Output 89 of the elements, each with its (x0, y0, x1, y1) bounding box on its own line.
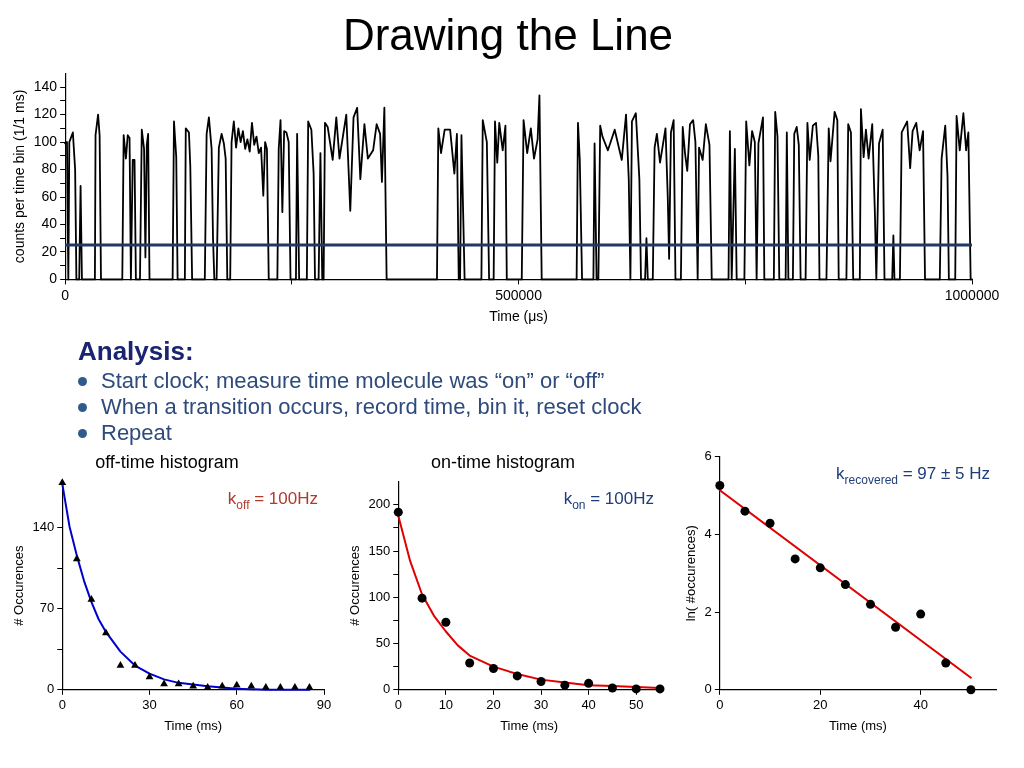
point (291, 682, 299, 690)
y-tick-label: 140 (33, 77, 58, 94)
x-tick-label: 90 (316, 697, 332, 713)
y-tick-label: 70 (39, 600, 55, 616)
chart-title: Drawing the Line (341, 9, 675, 61)
point (560, 680, 570, 690)
point (116, 661, 125, 668)
x-tick-label: 1000000 (944, 286, 1000, 303)
point (715, 481, 725, 491)
y-tick-label: 0 (47, 681, 55, 697)
y-axis-title: ln( #occurences) (683, 525, 699, 622)
x-axis-title: Time (μs) (489, 308, 549, 325)
x-tick-label: 40 (913, 697, 928, 713)
x-tick-label: 50 (628, 697, 644, 713)
x-tick-label: 30 (142, 697, 157, 713)
x-tick-label: 40 (581, 697, 596, 713)
point (145, 672, 154, 680)
y-tick-label: 50 (375, 635, 391, 651)
point (102, 628, 110, 636)
x-tick-label: 0 (394, 697, 402, 713)
point (417, 593, 427, 603)
point (160, 679, 168, 687)
y-tick-label: 100 (33, 132, 58, 149)
y-tick-label: 2 (704, 603, 712, 619)
y-tick-label: 200 (368, 496, 391, 512)
point (189, 681, 198, 689)
y-tick-label: 0 (49, 270, 58, 287)
point (203, 682, 212, 690)
point (536, 676, 546, 686)
point (393, 507, 403, 517)
text: Repeat (101, 420, 172, 446)
point (891, 622, 901, 632)
point (815, 563, 825, 573)
x-tick-label: 20 (813, 697, 828, 713)
x-tick-label: 20 (486, 697, 501, 713)
y-tick-label: 40 (41, 215, 58, 232)
y-tick-label: 120 (33, 105, 58, 122)
point (941, 658, 951, 668)
point (58, 478, 67, 486)
text: Start clock; measure time molecule was “on” or “off” (101, 368, 605, 394)
x-tick-label: 10 (438, 697, 454, 713)
point (218, 681, 227, 689)
point (765, 518, 775, 528)
point (131, 661, 139, 668)
point (840, 580, 850, 590)
point (247, 681, 256, 689)
point (261, 682, 270, 690)
chart-title: off-time histogram (95, 451, 239, 472)
text: When a transition occurs, record time, bin it, reset clock (101, 394, 642, 420)
y-axis-title: counts per time bin (1/1 ms) (11, 89, 28, 264)
point (305, 682, 314, 690)
point (966, 685, 976, 695)
chart-title: on-time histogram (430, 451, 576, 472)
point (87, 595, 96, 602)
x-tick-label: 0 (716, 697, 724, 713)
point (465, 658, 475, 668)
x-tick-label: 30 (533, 697, 549, 713)
y-tick-label: 140 (32, 519, 55, 535)
point (631, 684, 641, 694)
y-tick-label: 4 (704, 526, 712, 542)
point (276, 682, 285, 690)
y-tick-label: 20 (41, 242, 58, 259)
point (488, 664, 498, 674)
point (740, 506, 750, 516)
y-axis-title: # Occurences (347, 545, 363, 626)
x-axis-title: Time (ms) (828, 717, 887, 733)
y-tick-label: 6 (704, 448, 712, 464)
point (174, 679, 183, 687)
text: Analysis: (78, 336, 195, 366)
point (512, 671, 522, 681)
x-tick-label: 0 (61, 286, 70, 303)
point (441, 617, 451, 627)
y-tick-label: 0 (704, 681, 712, 697)
y-tick-label: 0 (383, 681, 391, 697)
x-axis-title: Time (ms) (164, 717, 223, 733)
y-axis-title: # Occurences (11, 545, 27, 626)
x-axis-title: Time (ms) (500, 717, 559, 733)
x-tick-label: 500000 (495, 286, 543, 303)
y-tick-label: 60 (41, 187, 58, 204)
point (865, 599, 875, 609)
point (655, 684, 665, 694)
point (790, 554, 800, 564)
y-tick-label: 100 (368, 588, 391, 604)
point (916, 609, 926, 619)
y-tick-label: 150 (368, 542, 391, 558)
x-tick-label: 60 (229, 697, 244, 713)
point (584, 678, 594, 688)
point (607, 683, 617, 693)
y-tick-label: 80 (41, 160, 58, 177)
